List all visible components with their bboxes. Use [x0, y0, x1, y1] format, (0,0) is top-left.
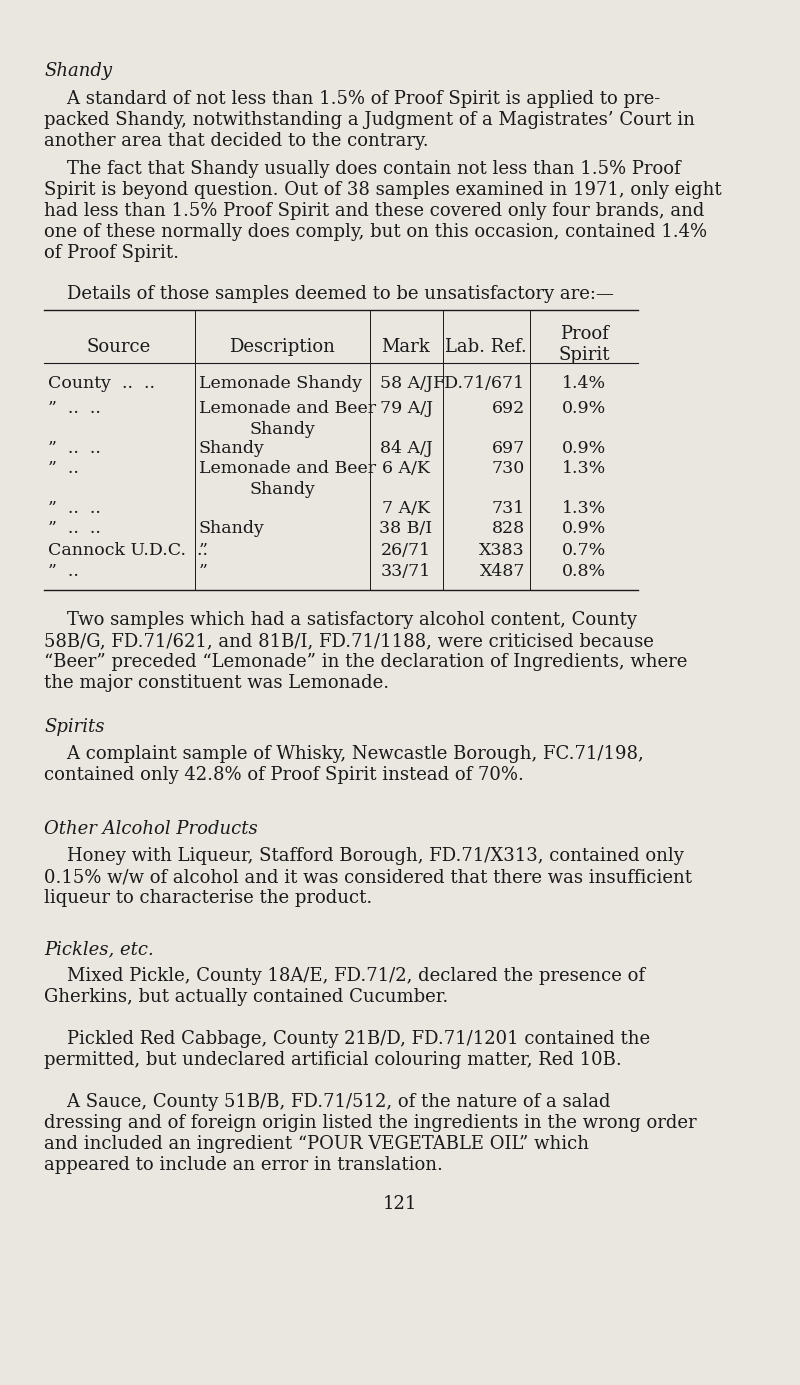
Text: 121: 121	[383, 1195, 417, 1213]
Text: ”  ..  ..: ” .. ..	[48, 440, 101, 457]
Text: ”  ..  ..: ” .. ..	[48, 400, 101, 417]
Text: Spirit is beyond question. Out of 38 samples examined in 1971, only eight: Spirit is beyond question. Out of 38 sam…	[44, 181, 722, 199]
Text: Shandy: Shandy	[44, 62, 112, 80]
Text: County  ..  ..: County .. ..	[48, 375, 155, 392]
Text: and included an ingredient “POUR VEGETABLE OIL” which: and included an ingredient “POUR VEGETAB…	[44, 1134, 589, 1152]
Text: The fact that Shandy usually does contain not less than 1.5% Proof: The fact that Shandy usually does contai…	[44, 161, 681, 179]
Text: ”: ”	[199, 542, 208, 560]
Text: Source: Source	[87, 338, 151, 356]
Text: 697: 697	[492, 440, 525, 457]
Text: Shandy: Shandy	[199, 519, 265, 537]
Text: 0.9%: 0.9%	[562, 440, 606, 457]
Text: FD.71/671: FD.71/671	[433, 375, 525, 392]
Text: Shandy: Shandy	[249, 481, 315, 499]
Text: Spirit: Spirit	[558, 346, 610, 364]
Text: ”  ..: ” ..	[48, 460, 79, 476]
Text: Pickles, etc.: Pickles, etc.	[44, 940, 154, 958]
Text: X487: X487	[479, 562, 525, 580]
Text: Details of those samples deemed to be unsatisfactory are:—: Details of those samples deemed to be un…	[44, 285, 614, 303]
Text: ”  ..  ..: ” .. ..	[48, 519, 101, 537]
Text: “Beer” preceded “Lemonade” in the declaration of Ingredients, where: “Beer” preceded “Lemonade” in the declar…	[44, 652, 687, 670]
Text: Lemonade and Beer: Lemonade and Beer	[199, 400, 376, 417]
Text: Other Alcohol Products: Other Alcohol Products	[44, 820, 258, 838]
Text: A Sauce, County 51B/B, FD.71/512, of the nature of a salad: A Sauce, County 51B/B, FD.71/512, of the…	[44, 1093, 610, 1111]
Text: 7 A/K: 7 A/K	[382, 500, 430, 517]
Text: Gherkins, but actually contained Cucumber.: Gherkins, but actually contained Cucumbe…	[44, 988, 448, 1006]
Text: 79 A/J: 79 A/J	[379, 400, 433, 417]
Text: liqueur to characterise the product.: liqueur to characterise the product.	[44, 889, 372, 907]
Text: one of these normally does comply, but on this occasion, contained 1.4%: one of these normally does comply, but o…	[44, 223, 707, 241]
Text: 1.3%: 1.3%	[562, 460, 606, 476]
Text: Pickled Red Cabbage, County 21B/D, FD.71/1201 contained the: Pickled Red Cabbage, County 21B/D, FD.71…	[44, 1030, 650, 1048]
Text: of Proof Spirit.: of Proof Spirit.	[44, 244, 179, 262]
Text: Description: Description	[229, 338, 335, 356]
Text: ”: ”	[199, 562, 208, 580]
Text: Mixed Pickle, County 18A/E, FD.71/2, declared the presence of: Mixed Pickle, County 18A/E, FD.71/2, dec…	[44, 967, 645, 985]
Text: Cannock U.D.C.  ..: Cannock U.D.C. ..	[48, 542, 208, 560]
Text: 0.8%: 0.8%	[562, 562, 606, 580]
Text: Proof: Proof	[560, 325, 608, 343]
Text: Lemonade and Beer: Lemonade and Beer	[199, 460, 376, 476]
Text: 58B/G, FD.71/621, and 81B/I, FD.71/1188, were criticised because: 58B/G, FD.71/621, and 81B/I, FD.71/1188,…	[44, 632, 654, 650]
Text: Spirits: Spirits	[44, 717, 105, 735]
Text: 1.3%: 1.3%	[562, 500, 606, 517]
Text: 730: 730	[492, 460, 525, 476]
Text: 26/71: 26/71	[381, 542, 431, 560]
Text: 0.9%: 0.9%	[562, 519, 606, 537]
Text: 58 A/J: 58 A/J	[379, 375, 433, 392]
Text: contained only 42.8% of Proof Spirit instead of 70%.: contained only 42.8% of Proof Spirit ins…	[44, 766, 524, 784]
Text: Shandy: Shandy	[249, 421, 315, 438]
Text: the major constituent was Lemonade.: the major constituent was Lemonade.	[44, 674, 389, 692]
Text: 38 B/I: 38 B/I	[379, 519, 433, 537]
Text: 0.9%: 0.9%	[562, 400, 606, 417]
Text: 828: 828	[492, 519, 525, 537]
Text: Lemonade Shandy: Lemonade Shandy	[199, 375, 362, 392]
Text: Mark: Mark	[382, 338, 430, 356]
Text: 0.7%: 0.7%	[562, 542, 606, 560]
Text: A standard of not less than 1.5% of Proof Spirit is applied to pre-: A standard of not less than 1.5% of Proo…	[44, 90, 660, 108]
Text: Lab. Ref.: Lab. Ref.	[445, 338, 527, 356]
Text: another area that decided to the contrary.: another area that decided to the contrar…	[44, 132, 429, 150]
Text: 0.15% w/w of alcohol and it was considered that there was insufficient: 0.15% w/w of alcohol and it was consider…	[44, 868, 692, 886]
Text: 6 A/K: 6 A/K	[382, 460, 430, 476]
Text: A complaint sample of Whisky, Newcastle Borough, FC.71/198,: A complaint sample of Whisky, Newcastle …	[44, 745, 644, 763]
Text: X383: X383	[479, 542, 525, 560]
Text: packed Shandy, notwithstanding a Judgment of a Magistrates’ Court in: packed Shandy, notwithstanding a Judgmen…	[44, 111, 695, 129]
Text: ”  ..  ..: ” .. ..	[48, 500, 101, 517]
Text: had less than 1.5% Proof Spirit and these covered only four brands, and: had less than 1.5% Proof Spirit and thes…	[44, 202, 704, 220]
Text: 692: 692	[492, 400, 525, 417]
Text: Two samples which had a satisfactory alcohol content, County: Two samples which had a satisfactory alc…	[44, 611, 637, 629]
Text: Honey with Liqueur, Stafford Borough, FD.71/X313, contained only: Honey with Liqueur, Stafford Borough, FD…	[44, 848, 684, 866]
Text: 731: 731	[492, 500, 525, 517]
Text: 33/71: 33/71	[381, 562, 431, 580]
Text: permitted, but undeclared artificial colouring matter, Red 10B.: permitted, but undeclared artificial col…	[44, 1051, 622, 1069]
Text: dressing and of foreign origin listed the ingredients in the wrong order: dressing and of foreign origin listed th…	[44, 1114, 697, 1132]
Text: 1.4%: 1.4%	[562, 375, 606, 392]
Text: appeared to include an error in translation.: appeared to include an error in translat…	[44, 1156, 443, 1174]
Text: 84 A/J: 84 A/J	[380, 440, 432, 457]
Text: Shandy: Shandy	[199, 440, 265, 457]
Text: ”  ..: ” ..	[48, 562, 79, 580]
